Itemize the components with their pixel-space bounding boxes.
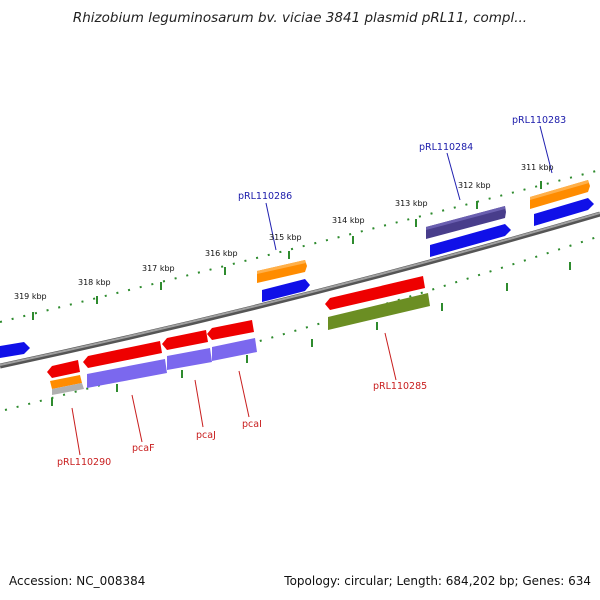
outer-tick-track — [0, 169, 600, 323]
gene-label-pRL110283: pRL110283 — [512, 115, 566, 126]
scale-label-316: 316 kbp — [205, 249, 238, 258]
gene-label-pRL110290: pRL110290 — [57, 457, 111, 468]
scale-label-315: 315 kbp — [269, 233, 302, 242]
gene-pcaF-purple — [87, 359, 167, 388]
summary-text: Topology: circular; Length: 684,202 bp; … — [284, 574, 591, 588]
reverse-genes — [47, 276, 430, 395]
gene-left-edge-blue — [0, 342, 30, 358]
kbp-ticks — [32, 181, 542, 320]
gene-blue-313 — [430, 224, 511, 257]
gene-pcaJ-purple — [167, 348, 212, 370]
map-title: Rhizobium leguminosarum bv. viciae 3841 … — [72, 10, 528, 26]
inner-tick-track — [4, 235, 600, 411]
gene-pcaJ-red — [162, 330, 208, 350]
scale-label-312: 312 kbp — [458, 181, 491, 190]
gene-label-pRL110285: pRL110285 — [373, 381, 427, 392]
gene-pRL110285-red — [325, 276, 425, 310]
gene-label-pcaI: pcaI — [242, 419, 262, 430]
label-leaders — [71, 125, 553, 456]
gene-blue-315 — [262, 279, 310, 302]
forward-genes — [0, 180, 594, 358]
gene-label-pcaJ: pcaJ — [196, 430, 216, 441]
gene-pcaI-red — [207, 320, 254, 340]
gene-pRL110283-orange — [530, 180, 590, 209]
gene-pcaF-red — [83, 341, 162, 368]
gene-red-small — [47, 360, 80, 378]
accession-text: Accession: NC_008384 — [9, 574, 146, 588]
scale-label-314: 314 kbp — [332, 216, 365, 225]
scale-label-311: 311 kbp — [521, 163, 554, 172]
gene-orange-small — [50, 375, 82, 389]
gene-pcaI-purple — [212, 338, 257, 361]
scale-labels: 319 kbp 318 kbp 317 kbp 316 kbp 315 kbp … — [14, 163, 554, 301]
gene-pRL110286-orange — [257, 260, 307, 283]
gene-pRL110284-navy — [426, 206, 506, 239]
scale-label-319: 319 kbp — [14, 292, 47, 301]
gene-blue-311 — [534, 198, 594, 226]
gene-label-pRL110286: pRL110286 — [238, 191, 292, 202]
gene-label-pRL110284: pRL110284 — [419, 142, 473, 153]
gene-labels: pRL110286 pRL110284 pRL110283 pRL110290 … — [57, 115, 566, 468]
gene-silver-small — [52, 383, 84, 395]
scale-label-317: 317 kbp — [142, 264, 175, 273]
scale-label-318: 318 kbp — [78, 278, 111, 287]
inner-ticks — [51, 262, 571, 406]
gene-pRL110285-olive — [328, 293, 430, 330]
scale-label-313: 313 kbp — [395, 199, 428, 208]
gene-label-pcaF: pcaF — [132, 443, 155, 454]
